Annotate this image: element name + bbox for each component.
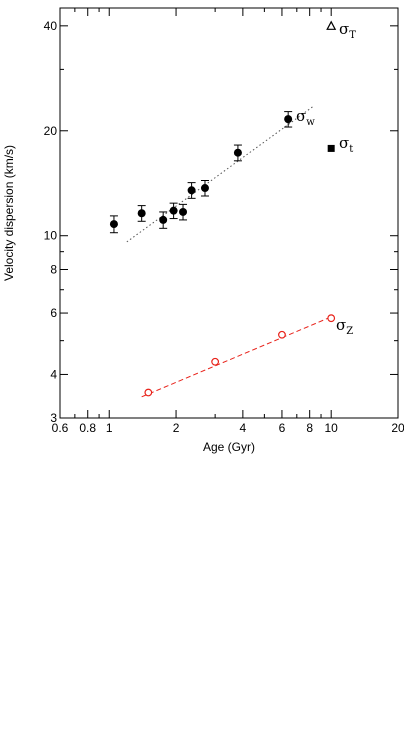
data-point: [284, 115, 293, 124]
x-tick-label: 8: [306, 421, 313, 435]
data-point: [179, 207, 188, 216]
data-point: [278, 330, 286, 339]
series-label-symbol: σ: [296, 107, 306, 125]
data-point: [137, 209, 146, 218]
x-tick-label: 0.6: [52, 421, 69, 435]
x-tick-label: 0.8: [79, 421, 96, 435]
fit-lines: [126, 105, 332, 398]
y-axis-title: Velocity dispersion (km/s): [2, 145, 16, 281]
series-label-w: σw: [296, 107, 315, 128]
data-point: [144, 388, 153, 397]
series-label-t: σt: [339, 134, 353, 155]
fit-line-w: [126, 105, 314, 243]
y-tick-label: 10: [44, 229, 58, 243]
data-point: [200, 184, 209, 193]
y-tick-label: 4: [50, 367, 57, 381]
data-point: [109, 220, 118, 229]
x-tick-label: 4: [240, 421, 247, 435]
series-label-symbol: σ: [336, 316, 346, 334]
data-point: [326, 20, 337, 30]
data-point: [187, 186, 196, 195]
series-label-subscript: w: [306, 117, 315, 128]
data-marks: [109, 20, 337, 397]
data-point: [211, 357, 220, 366]
data-point: [233, 148, 242, 157]
plot-frame: [59, 7, 399, 419]
y-tick-label: 3: [50, 411, 57, 425]
x-tick-label: 1: [106, 421, 113, 435]
y-tick-label: 20: [44, 124, 58, 138]
series-label-symbol: σ: [339, 20, 349, 38]
fit-line-z: [141, 316, 332, 398]
x-tick-label: 10: [325, 421, 339, 435]
series-label-subscript: T: [349, 30, 356, 41]
x-tick-label: 20: [391, 421, 404, 435]
axis-ticks: 0.6 0.8 1 2 4 6 8 10 20 3 4 6 8 10 20 40: [44, 8, 404, 435]
x-tick-label: 2: [173, 421, 180, 435]
data-point: [169, 206, 178, 215]
x-axis-title: Age (Gyr): [203, 440, 255, 454]
data-point: [159, 215, 168, 224]
data-point: [327, 144, 335, 152]
data-point: [327, 314, 336, 323]
y-tick-label: 40: [44, 19, 58, 33]
series-label-subscript: Z: [346, 326, 353, 337]
series-label-subscript: t: [349, 144, 353, 155]
x-tick-label: 6: [279, 421, 286, 435]
y-tick-label: 8: [50, 263, 57, 277]
series-label-z: σZ: [336, 316, 353, 337]
series-label-t: σT: [339, 20, 356, 41]
y-tick-label: 6: [50, 306, 57, 320]
series-label-symbol: σ: [339, 134, 349, 152]
